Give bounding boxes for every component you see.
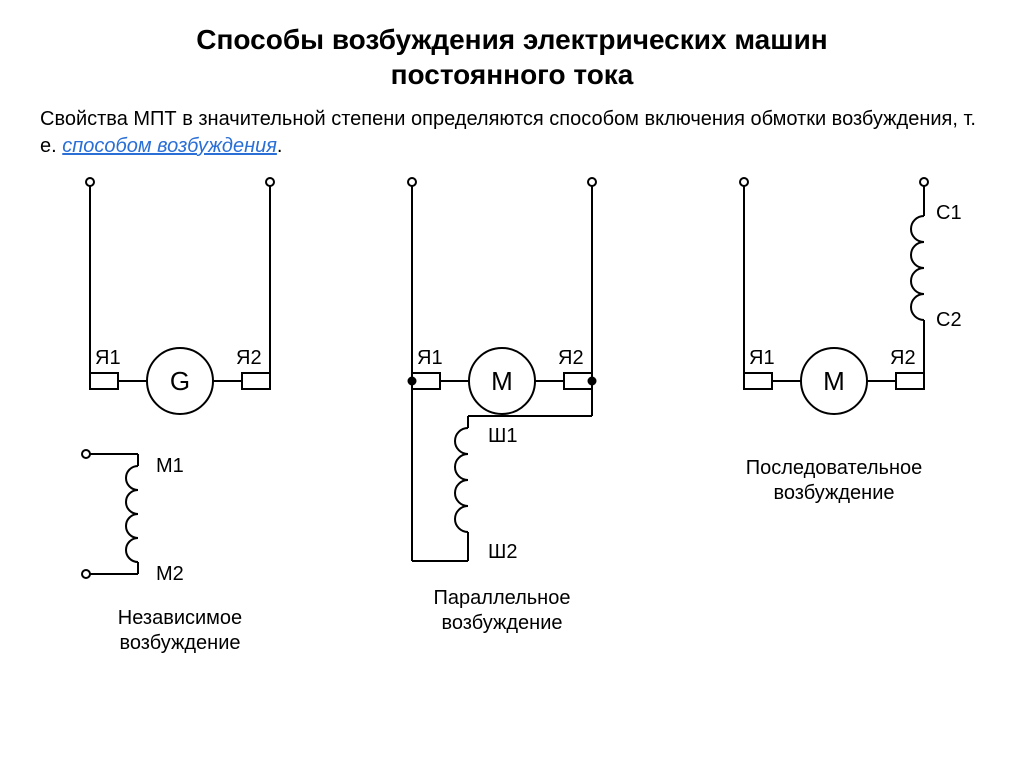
caption-text: Последовательноевозбуждение <box>746 457 923 504</box>
figure-independent: G Я1 Я2 М1 М2 <box>40 166 320 636</box>
title-line2: постоянного тока <box>391 59 634 90</box>
machine-letter: M <box>823 366 845 396</box>
slide: Способы возбуждения электрических машин … <box>0 0 1024 768</box>
label-sh2: Ш2 <box>488 541 517 563</box>
figures-row: G Я1 Я2 М1 М2 <box>40 166 984 636</box>
description-part2: . <box>277 135 283 157</box>
caption-independent: Независимоевозбуждение <box>40 606 320 656</box>
machine-letter: G <box>170 366 190 396</box>
figure-series: M Я1 Я2 С1 С2 Последовательноевозбуждени… <box>684 166 984 636</box>
caption-series: Последовательноевозбуждение <box>684 456 984 506</box>
schematic-independent: G Я1 Я2 М1 М2 <box>40 166 320 636</box>
caption-text: Параллельноевозбуждение <box>434 587 571 634</box>
machine-letter: M <box>491 366 513 396</box>
label-sh1: Ш1 <box>488 425 517 447</box>
schematic-parallel: M Я1 Я2 Ш1 Ш2 <box>352 166 652 636</box>
schematic-series: M Я1 Я2 С1 С2 <box>684 166 984 636</box>
page-title: Способы возбуждения электрических машин … <box>40 22 984 92</box>
link-excitation-method[interactable]: способом возбуждения <box>62 135 277 157</box>
caption-text: Независимоевозбуждение <box>118 607 242 654</box>
title-line1: Способы возбуждения электрических машин <box>196 24 827 55</box>
label-ya2: Я2 <box>890 347 916 369</box>
label-ya2: Я2 <box>236 347 262 369</box>
caption-parallel: Параллельноевозбуждение <box>352 586 652 636</box>
label-ya1: Я1 <box>749 347 775 369</box>
label-m1: М1 <box>156 455 184 477</box>
description: Свойства МПТ в значительной степени опре… <box>40 106 984 160</box>
label-ya2: Я2 <box>558 347 584 369</box>
label-ya1: Я1 <box>417 347 443 369</box>
label-c1: С1 <box>936 202 962 224</box>
label-m2: М2 <box>156 563 184 585</box>
figure-parallel: M Я1 Я2 Ш1 Ш2 Параллельноевозбуждение <box>352 166 652 636</box>
label-c2: С2 <box>936 309 962 331</box>
label-ya1: Я1 <box>95 347 121 369</box>
